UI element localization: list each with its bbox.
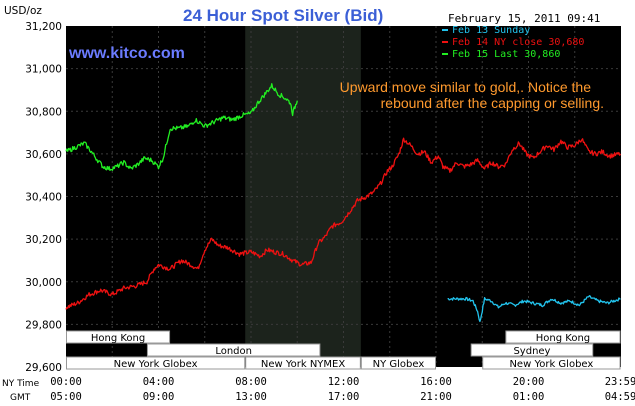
- market-session-box: [505, 330, 621, 344]
- website-label: www.kitco.com: [68, 45, 185, 62]
- x-tick-gmt: 01:00: [513, 391, 545, 403]
- x-tick-gmt: 17:00: [328, 391, 360, 403]
- market-session-label: New York Globex: [509, 359, 593, 370]
- x-tick-ny: 23:59: [605, 376, 635, 388]
- annotation-line-1: Upward move similar to gold,. Notice the: [340, 79, 592, 95]
- market-session: New York Globex: [66, 356, 246, 370]
- date-label: February 15, 2011 09:41: [448, 12, 600, 25]
- y-tick-label: 31,000: [25, 64, 62, 76]
- x-tick-ny: 16:00: [420, 376, 452, 388]
- ny-time-label: NY Time: [2, 379, 40, 389]
- legend-label: Feb 14 NY close 30,680: [452, 37, 584, 48]
- market-session-box: [470, 343, 594, 357]
- gmt-label: GMT: [10, 393, 31, 403]
- legend-item: Feb 14 NY close 30,680: [442, 37, 584, 48]
- x-axis-ticks: 00:00 05:00 04:00 09:00 08:00 13:00 12:00 17:00…: [50, 376, 635, 403]
- market-session-label: NY Globex: [373, 359, 425, 370]
- market-sessions: Hong Kong London New York Globex New York N…: [66, 330, 621, 370]
- market-session-box: [66, 356, 246, 370]
- market-session-label: Hong Kong: [536, 333, 590, 344]
- series-line-3: [65, 83, 298, 172]
- grid-lines: [66, 26, 621, 367]
- market-session-label: New York NYMEX: [261, 359, 346, 370]
- market-session: New York Globex: [482, 356, 621, 370]
- series-line-2: [65, 137, 622, 310]
- market-session-label: New York Globex: [114, 359, 198, 370]
- x-tick-ny: 00:00: [50, 376, 82, 388]
- x-tick-gmt: 09:00: [143, 391, 175, 403]
- legend-label: Feb 15 Last 30,860: [452, 49, 560, 60]
- annotation-line-2: rebound after the capping or selling.: [381, 95, 604, 111]
- y-tick-label: 30,000: [25, 277, 62, 289]
- y-tick-label: 30,200: [25, 234, 62, 246]
- x-tick-ny: 20:00: [513, 376, 545, 388]
- market-session-box: [360, 356, 436, 370]
- x-tick-gmt: 05:00: [50, 391, 82, 403]
- x-tick-ny: 04:00: [143, 376, 175, 388]
- y-tick-label: 31,200: [25, 21, 62, 33]
- x-tick-gmt: 04:59: [605, 391, 635, 403]
- market-session: New York NYMEX: [245, 356, 361, 370]
- market-session-box: [482, 356, 621, 370]
- chart-title: 24 Hour Spot Silver (Bid): [183, 6, 383, 25]
- x-tick-ny: 12:00: [328, 376, 360, 388]
- market-session: NY Globex: [360, 356, 436, 370]
- y-tick-label: 29,800: [25, 319, 62, 331]
- x-tick-gmt: 21:00: [420, 391, 452, 403]
- market-session-label: London: [215, 346, 252, 357]
- market-session: Hong Kong: [66, 330, 171, 344]
- market-session: Sydney: [470, 343, 594, 357]
- x-tick-ny: 08:00: [235, 376, 267, 388]
- y-axis-label: USD/oz: [4, 5, 42, 17]
- market-session-box: [146, 343, 321, 357]
- x-tick-gmt: 13:00: [235, 391, 267, 403]
- market-session-label: Hong Kong: [91, 333, 145, 344]
- y-tick-label: 29,600: [25, 362, 62, 374]
- y-tick-label: 30,400: [25, 192, 62, 204]
- y-tick-label: 30,800: [25, 106, 62, 118]
- legend-item: Feb 13 Sunday: [442, 25, 530, 36]
- series-line-1: [447, 295, 621, 323]
- market-session-box: [66, 330, 171, 344]
- market-session-box: [245, 356, 361, 370]
- market-session: Hong Kong: [505, 330, 621, 344]
- legend-item: Feb 15 Last 30,860: [442, 49, 560, 60]
- annotation: Upward move similar to gold,. Notice the…: [340, 79, 604, 111]
- price-series: [65, 83, 622, 323]
- market-session-label: Sydney: [513, 346, 550, 357]
- market-session: London: [146, 343, 321, 357]
- legend-label: Feb 13 Sunday: [452, 25, 530, 36]
- y-tick-label: 30,600: [25, 149, 62, 161]
- y-axis-ticks: 29,600 29,800 30,000 30,200 30,400 30,600 30,8…: [25, 21, 62, 374]
